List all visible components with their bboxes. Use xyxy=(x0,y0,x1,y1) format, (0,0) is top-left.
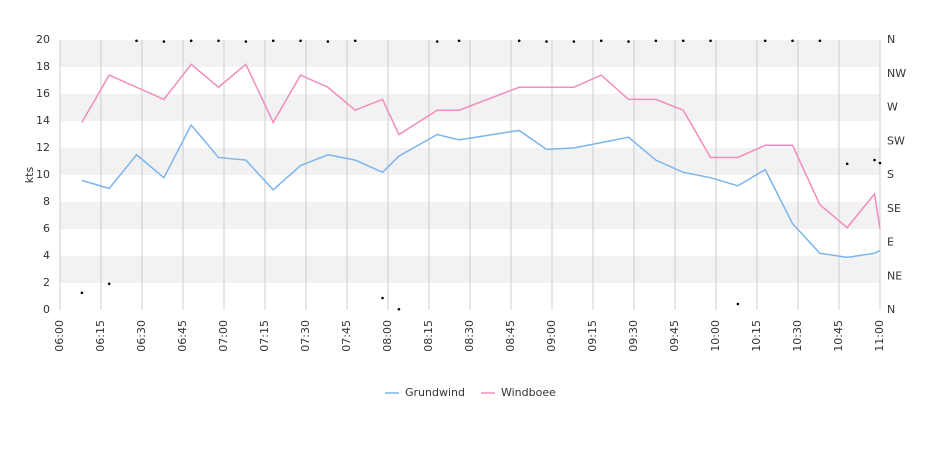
y2-tick-label: N xyxy=(887,303,895,316)
y2-tick-label: NW xyxy=(887,67,906,80)
y2-tick-label: S xyxy=(887,168,894,181)
line xyxy=(81,63,881,230)
x-tick-label: 06:45 xyxy=(176,320,189,352)
x-tick-label: 10:00 xyxy=(709,320,722,352)
y2-tick-label: E xyxy=(887,236,894,249)
direction-dot xyxy=(189,39,193,43)
y2-tick-label: SE xyxy=(887,202,901,215)
direction-dot xyxy=(572,40,576,43)
direction-dot xyxy=(845,162,849,166)
y-tick-label: 16 xyxy=(36,87,50,100)
y-tick-label: 6 xyxy=(43,222,50,235)
legend-label: Windboee xyxy=(501,386,556,399)
y-tick-label: 8 xyxy=(43,195,50,208)
y-tick-label: 10 xyxy=(36,168,50,181)
x-tick-label: 08:00 xyxy=(381,320,394,352)
direction-dot xyxy=(217,39,220,43)
x-tick-label: 09:15 xyxy=(586,320,599,352)
y-tick-label: 0 xyxy=(43,303,50,316)
y-axis-label: kts xyxy=(23,167,36,184)
y-tick-label: 12 xyxy=(36,141,50,154)
direction-dot xyxy=(271,39,275,43)
direction-dot xyxy=(736,302,740,306)
direction-dot xyxy=(107,282,111,286)
x-tick-label: 09:45 xyxy=(668,320,681,352)
x-tick-label: 06:30 xyxy=(135,320,148,352)
direction-dot xyxy=(135,39,138,43)
y2-tick-label: W xyxy=(887,101,898,114)
y-tick-label: 20 xyxy=(36,33,50,46)
y-tick-label: 4 xyxy=(43,249,50,262)
y2-tick-label: SW xyxy=(887,134,905,147)
direction-dot xyxy=(545,40,548,43)
direction-dot xyxy=(326,40,330,43)
x-tick-label: 07:45 xyxy=(340,320,353,352)
x-tick-label: 07:00 xyxy=(217,320,230,352)
x-tick-label: 08:30 xyxy=(463,320,476,352)
x-tick-label: 08:15 xyxy=(422,320,435,352)
direction-dot xyxy=(299,39,302,43)
x-tick-label: 10:15 xyxy=(750,320,763,352)
direction-dot xyxy=(709,39,712,43)
x-tick-label: 10:30 xyxy=(791,320,804,352)
y2-tick-label: N xyxy=(887,33,895,46)
direction-dot xyxy=(654,39,658,43)
direction-dot xyxy=(457,39,461,43)
x-tick-label: 11:00 xyxy=(873,320,886,352)
direction-dot xyxy=(791,39,794,43)
x-tick-label: 09:30 xyxy=(627,320,640,352)
y2-tick-label: NE xyxy=(887,269,902,282)
direction-dot xyxy=(681,39,685,43)
line xyxy=(81,123,881,259)
direction-dot xyxy=(517,39,521,43)
x-tick-label: 07:15 xyxy=(258,320,271,352)
direction-dot xyxy=(435,40,439,43)
direction-dot xyxy=(80,291,84,295)
x-tick-label: 06:00 xyxy=(53,320,66,352)
direction-dot xyxy=(818,39,822,43)
direction-dot xyxy=(627,40,630,43)
direction-dot xyxy=(763,39,767,43)
y-tick-label: 2 xyxy=(43,276,50,289)
y-tick-label: 18 xyxy=(36,60,50,73)
legend-label: Grundwind xyxy=(405,386,465,399)
direction-dot xyxy=(353,39,357,43)
direction-dot xyxy=(381,296,384,300)
direction-dot xyxy=(599,39,603,43)
direction-dot xyxy=(162,40,166,43)
x-tick-label: 10:45 xyxy=(832,320,845,352)
direction-dot xyxy=(878,161,882,165)
direction-dot xyxy=(397,307,401,311)
x-tick-label: 07:30 xyxy=(299,320,312,352)
x-tick-label: 06:15 xyxy=(94,320,107,352)
y-tick-label: 14 xyxy=(36,114,50,127)
direction-dot xyxy=(244,40,248,43)
direction-dot xyxy=(873,158,876,162)
x-tick-label: 09:00 xyxy=(545,320,558,352)
x-tick-label: 08:45 xyxy=(504,320,517,352)
